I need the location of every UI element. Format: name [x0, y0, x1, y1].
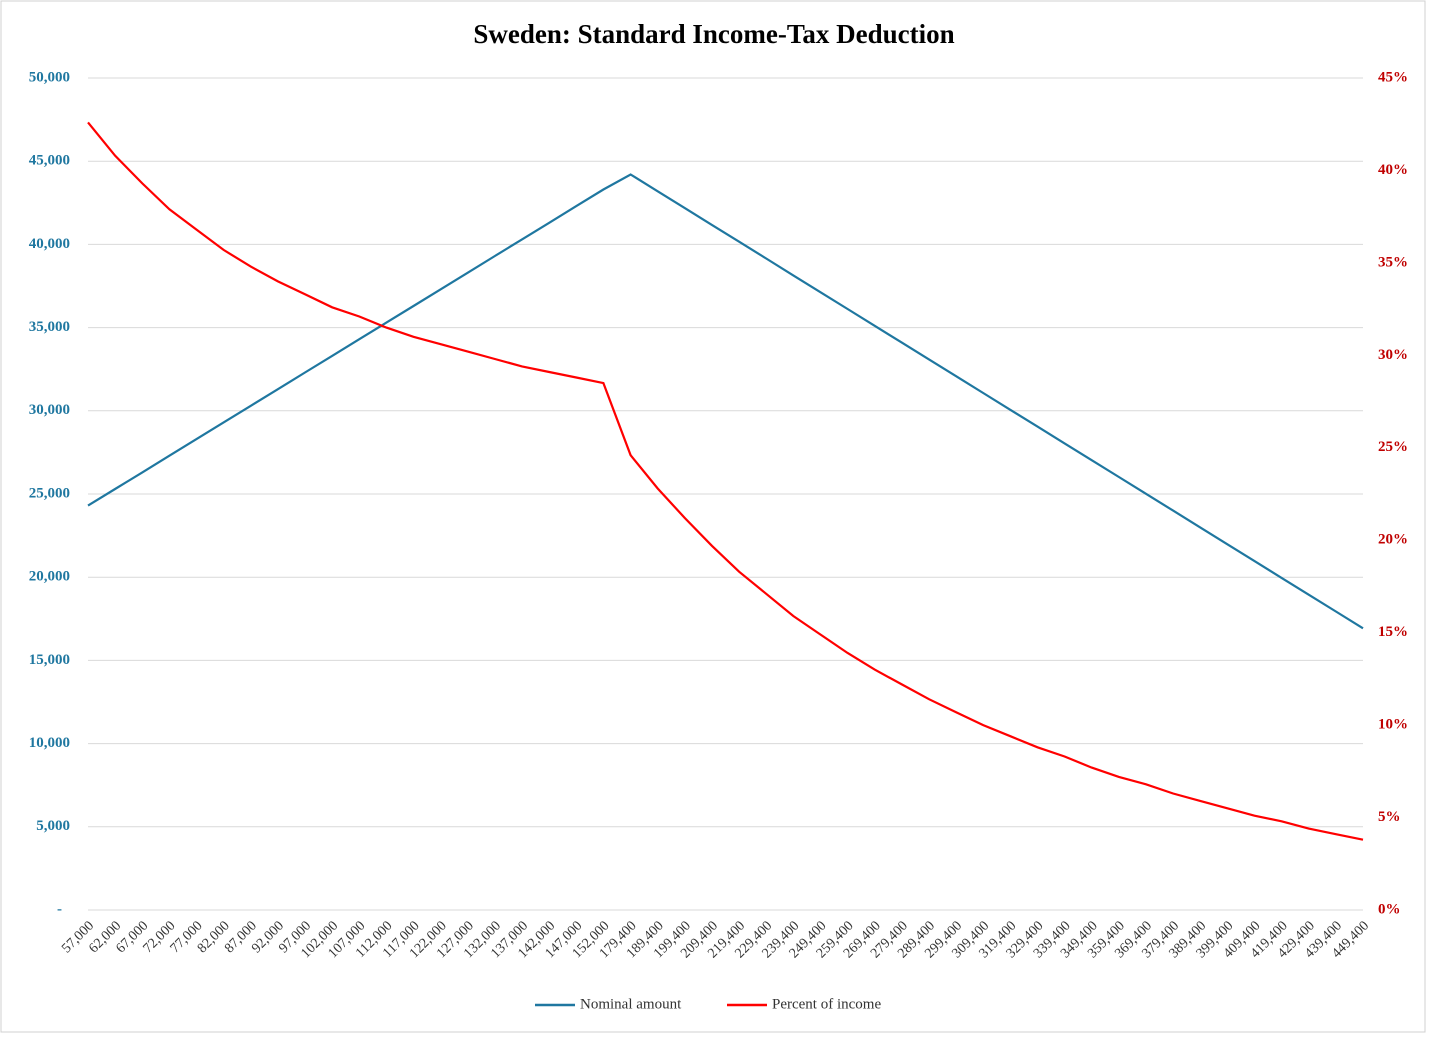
y2-tick-label: 10%	[1378, 717, 1408, 733]
y2-tick-label: 15%	[1378, 624, 1408, 640]
y-tick-label: 25,000	[29, 485, 70, 501]
y-tick-label: 15,000	[29, 652, 70, 668]
y-tick-label: 40,000	[29, 236, 70, 252]
y-tick-label: 10,000	[29, 735, 70, 751]
y-tick-label: 50,000	[29, 69, 70, 85]
y-tick-label: 30,000	[29, 402, 70, 418]
chart-title: Sweden: Standard Income-Tax Deduction	[473, 19, 954, 49]
y2-tick-label: 40%	[1378, 162, 1408, 178]
y2-tick-label: 25%	[1378, 439, 1408, 455]
y-tick-label: 35,000	[29, 319, 70, 335]
y2-tick-label: 45%	[1378, 69, 1408, 85]
series-line	[87, 173, 1364, 630]
y2-tick-label: 5%	[1378, 809, 1401, 825]
y2-tick-label: 20%	[1378, 532, 1408, 548]
y-tick-label: 45,000	[29, 153, 70, 169]
series-line	[87, 121, 1364, 841]
y-tick-label: -	[57, 901, 62, 917]
y2-tick-label: 30%	[1378, 347, 1408, 363]
legend-label: Nominal amount	[580, 996, 682, 1012]
y-tick-label: 5,000	[36, 818, 70, 834]
y2-tick-label: 0%	[1378, 901, 1401, 917]
y-tick-label: 20,000	[29, 569, 70, 585]
y2-tick-label: 35%	[1378, 254, 1408, 270]
legend-label: Percent of income	[772, 996, 881, 1012]
